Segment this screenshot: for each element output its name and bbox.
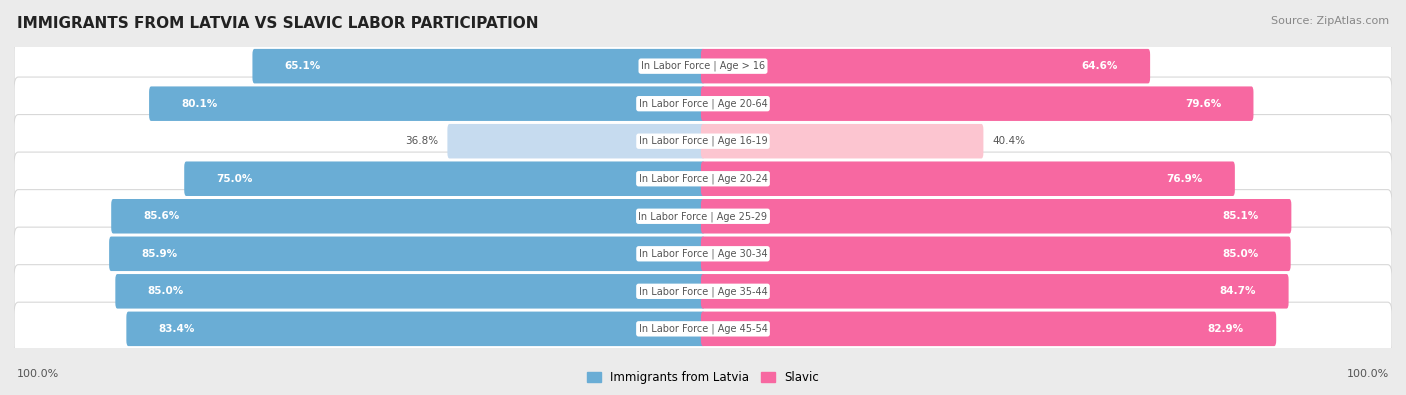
Text: 85.9%: 85.9%: [142, 249, 177, 259]
Text: 100.0%: 100.0%: [1347, 369, 1389, 379]
Text: In Labor Force | Age 20-24: In Labor Force | Age 20-24: [638, 173, 768, 184]
Text: 84.7%: 84.7%: [1220, 286, 1256, 296]
Text: Source: ZipAtlas.com: Source: ZipAtlas.com: [1271, 16, 1389, 26]
FancyBboxPatch shape: [14, 265, 1392, 318]
Text: 40.4%: 40.4%: [993, 136, 1025, 146]
Text: In Labor Force | Age 35-44: In Labor Force | Age 35-44: [638, 286, 768, 297]
Text: In Labor Force | Age 25-29: In Labor Force | Age 25-29: [638, 211, 768, 222]
Text: In Labor Force | Age 45-54: In Labor Force | Age 45-54: [638, 324, 768, 334]
Text: 85.1%: 85.1%: [1223, 211, 1258, 221]
FancyBboxPatch shape: [702, 124, 983, 158]
Text: 85.0%: 85.0%: [148, 286, 184, 296]
FancyBboxPatch shape: [111, 199, 704, 233]
Text: 100.0%: 100.0%: [17, 369, 59, 379]
Text: In Labor Force | Age 30-34: In Labor Force | Age 30-34: [638, 248, 768, 259]
Text: 83.4%: 83.4%: [159, 324, 195, 334]
FancyBboxPatch shape: [702, 199, 1291, 233]
FancyBboxPatch shape: [127, 312, 704, 346]
Text: 80.1%: 80.1%: [181, 99, 218, 109]
Text: In Labor Force | Age > 16: In Labor Force | Age > 16: [641, 61, 765, 71]
Text: In Labor Force | Age 20-64: In Labor Force | Age 20-64: [638, 98, 768, 109]
FancyBboxPatch shape: [702, 237, 1291, 271]
FancyBboxPatch shape: [110, 237, 704, 271]
FancyBboxPatch shape: [702, 49, 1150, 83]
Text: 65.1%: 65.1%: [285, 61, 321, 71]
FancyBboxPatch shape: [702, 312, 1277, 346]
Text: 82.9%: 82.9%: [1208, 324, 1244, 334]
Legend: Immigrants from Latvia, Slavic: Immigrants from Latvia, Slavic: [582, 367, 824, 389]
FancyBboxPatch shape: [184, 162, 704, 196]
FancyBboxPatch shape: [702, 162, 1234, 196]
FancyBboxPatch shape: [14, 152, 1392, 205]
Text: In Labor Force | Age 16-19: In Labor Force | Age 16-19: [638, 136, 768, 147]
FancyBboxPatch shape: [115, 274, 704, 308]
FancyBboxPatch shape: [447, 124, 704, 158]
FancyBboxPatch shape: [14, 302, 1392, 356]
FancyBboxPatch shape: [14, 115, 1392, 168]
FancyBboxPatch shape: [14, 77, 1392, 130]
FancyBboxPatch shape: [702, 274, 1289, 308]
Text: 79.6%: 79.6%: [1185, 99, 1220, 109]
Text: 64.6%: 64.6%: [1081, 61, 1118, 71]
Text: 36.8%: 36.8%: [405, 136, 439, 146]
Text: 75.0%: 75.0%: [217, 174, 253, 184]
FancyBboxPatch shape: [149, 87, 704, 121]
FancyBboxPatch shape: [14, 227, 1392, 280]
FancyBboxPatch shape: [702, 87, 1254, 121]
Text: 76.9%: 76.9%: [1166, 174, 1202, 184]
Text: 85.6%: 85.6%: [143, 211, 180, 221]
FancyBboxPatch shape: [253, 49, 704, 83]
FancyBboxPatch shape: [14, 40, 1392, 93]
Text: 85.0%: 85.0%: [1222, 249, 1258, 259]
FancyBboxPatch shape: [14, 190, 1392, 243]
Text: IMMIGRANTS FROM LATVIA VS SLAVIC LABOR PARTICIPATION: IMMIGRANTS FROM LATVIA VS SLAVIC LABOR P…: [17, 16, 538, 31]
